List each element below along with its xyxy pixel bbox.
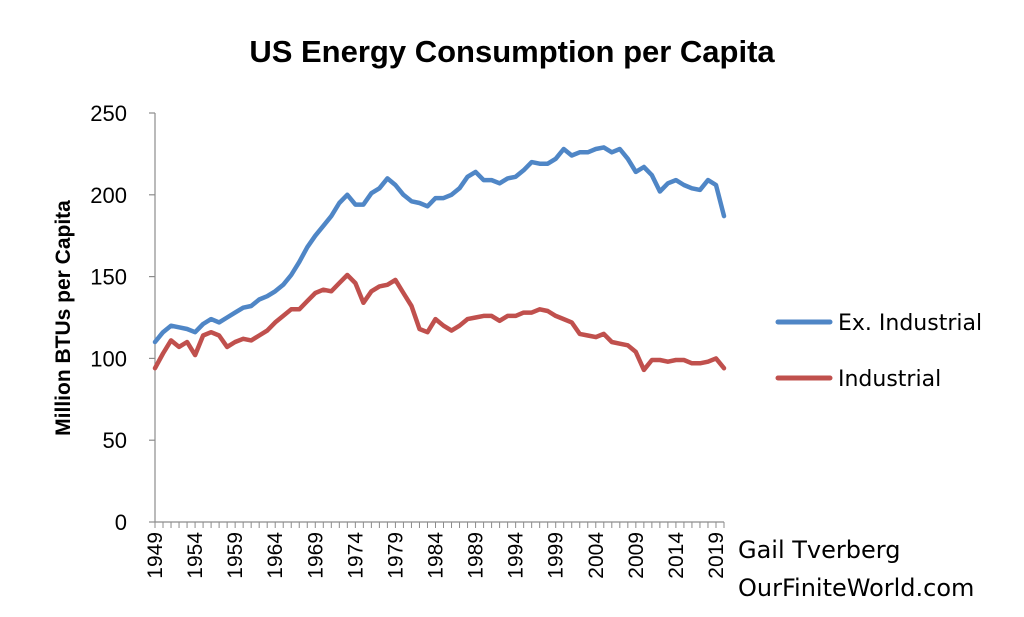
y-tick-label: 250 <box>90 101 127 126</box>
x-tick-label: 1964 <box>264 532 287 579</box>
x-tick-label: 1949 <box>144 532 167 579</box>
credit-author: Gail Tverberg <box>738 536 901 564</box>
legend-label-1: Ex. Industrial <box>838 311 982 336</box>
chart-title: US Energy Consumption per Capita <box>249 34 775 69</box>
x-tick-label: 2014 <box>665 532 688 579</box>
y-tick-label: 50 <box>103 428 127 453</box>
x-tick-label: 2004 <box>585 532 608 579</box>
y-tick-label: 100 <box>90 346 127 371</box>
y-tick-label: 0 <box>115 510 127 535</box>
x-tick-label: 1954 <box>184 532 207 579</box>
legend-label-2: Industrial <box>838 367 941 392</box>
x-tick-label: 1979 <box>384 532 407 579</box>
x-tick-label: 1959 <box>224 532 247 579</box>
legend: Ex. Industrial Industrial <box>775 311 982 392</box>
series-line-2 <box>152 272 727 373</box>
y-axis-title: Million BTUs per Capita <box>52 200 75 436</box>
x-tick-label: 1974 <box>344 532 367 579</box>
y-tick-label: 200 <box>90 183 127 208</box>
y-axis: 0 50 100 150 200 250 <box>90 101 156 535</box>
x-tick-label: 1984 <box>424 532 447 579</box>
y-tick-label: 150 <box>90 265 127 290</box>
x-tick-label: 2009 <box>625 532 648 579</box>
x-tick-label: 2019 <box>705 532 728 579</box>
x-tick-label: 1969 <box>304 532 327 579</box>
x-axis: 1949 1954 1959 1964 1969 1974 1979 1984 1989 1994… <box>144 521 728 579</box>
x-tick-label: 1989 <box>465 532 488 579</box>
series-layer <box>152 145 727 373</box>
series-line-1 <box>152 145 727 345</box>
x-tick-label: 1994 <box>505 532 528 579</box>
x-tick-label: 1999 <box>545 532 568 579</box>
credit-site: OurFiniteWorld.com <box>738 574 975 602</box>
